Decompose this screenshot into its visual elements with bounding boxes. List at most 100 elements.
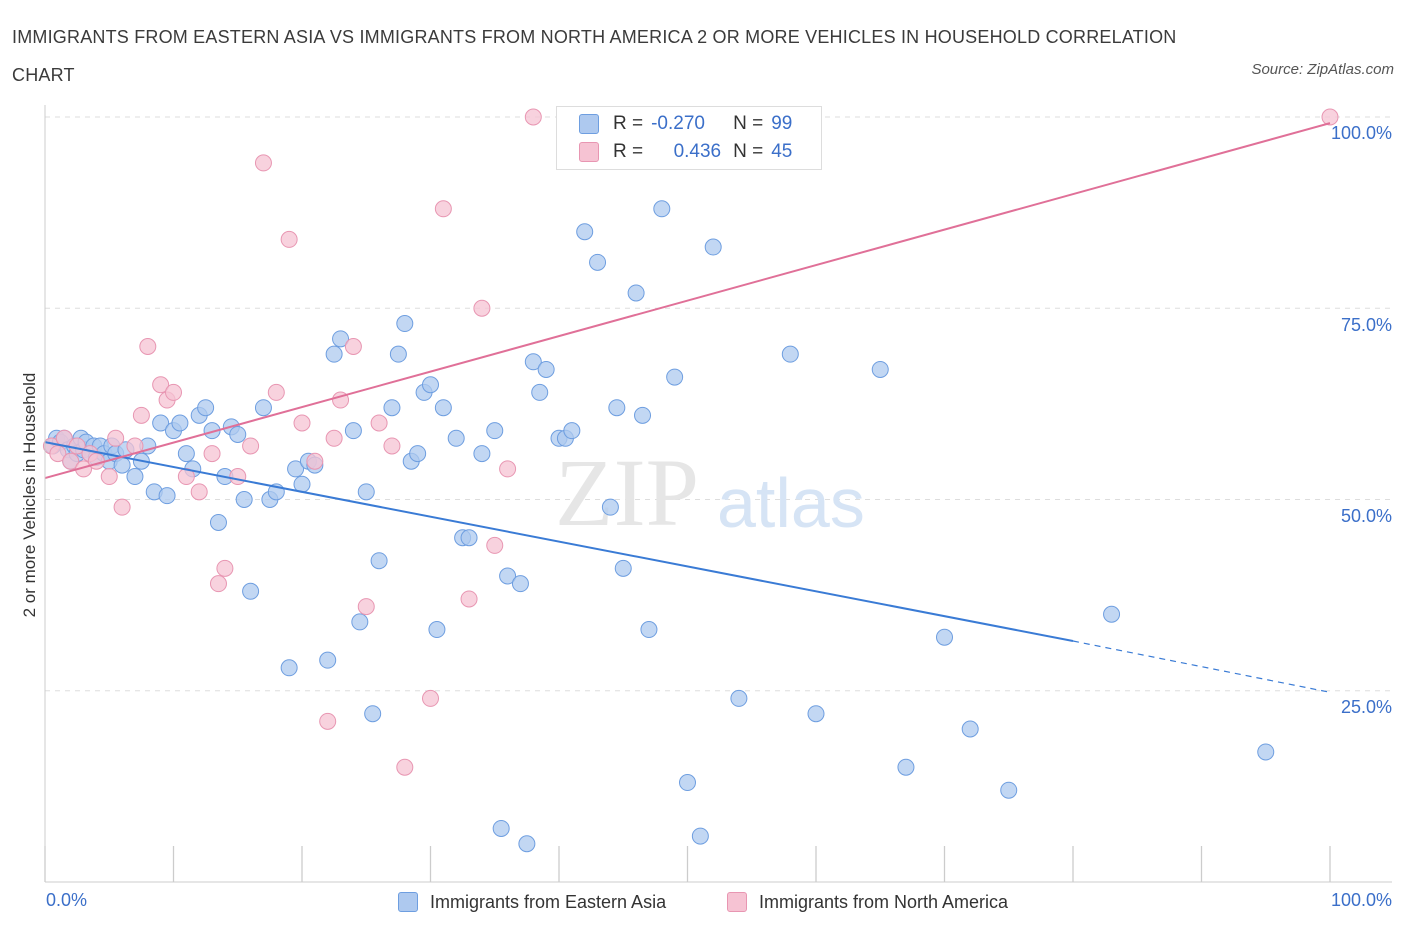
north-america-point — [216, 559, 234, 577]
eastern-asia-point — [614, 559, 632, 577]
eastern-asia-point — [332, 330, 350, 348]
legend-swatch-pink — [579, 142, 599, 162]
north-america-point — [396, 758, 414, 776]
eastern-asia-point — [126, 468, 144, 486]
eastern-asia-point — [537, 360, 555, 378]
chart-title: IMMIGRANTS FROM EASTERN ASIA VS IMMIGRAN… — [12, 27, 1177, 85]
source-label: Source: ZipAtlas.com — [1251, 61, 1394, 78]
eastern-asia-point — [319, 651, 337, 669]
north-america-point — [434, 200, 452, 218]
eastern-asia-point — [229, 425, 247, 443]
eastern-asia-point — [254, 399, 272, 417]
eastern-asia-point — [473, 445, 491, 463]
eastern-asia-point — [511, 575, 529, 593]
north-america-point — [62, 452, 80, 470]
eastern-asia-point — [936, 628, 953, 646]
y-tick-label-75: 75.0% — [1340, 315, 1392, 335]
legend-item-north-america[interactable]: Immigrants from North America — [727, 888, 1008, 916]
eastern-asia-point — [1000, 781, 1018, 799]
eastern-asia-point — [679, 774, 696, 792]
north-america-point — [422, 689, 439, 707]
correlation-legend: R = -0.270 N = 99 R = 0.436 N = 45 — [556, 106, 822, 170]
north-america-point — [100, 468, 118, 486]
north-america-point — [267, 383, 285, 401]
north-america-point — [383, 437, 401, 455]
eastern-asia-point — [492, 819, 510, 837]
x-tick-label-min: 0.0% — [46, 890, 88, 910]
eastern-asia-point — [563, 422, 581, 440]
eastern-asia-point — [177, 445, 195, 463]
eastern-asia-trend-line — [44, 441, 1074, 643]
north-america-point — [306, 452, 324, 470]
eastern-asia-point — [171, 414, 189, 432]
eastern-asia-point — [351, 613, 369, 631]
north-america-point — [344, 338, 362, 355]
eastern-asia-point — [807, 705, 825, 723]
legend-item-eastern-asia[interactable]: Immigrants from Eastern Asia — [398, 888, 666, 916]
eastern-asia-point — [428, 621, 446, 639]
north-america-point — [242, 437, 260, 455]
eastern-asia-point — [325, 345, 343, 363]
north-america-point — [460, 590, 478, 608]
eastern-asia-point — [370, 552, 388, 570]
north-america-point — [473, 299, 491, 317]
north-america-point — [229, 468, 247, 486]
north-america-point — [203, 445, 221, 463]
eastern-asia-point — [608, 399, 626, 417]
watermark: ZIP atlas — [555, 439, 865, 546]
grid-lines — [45, 116, 1392, 692]
north-america-point — [499, 460, 517, 478]
eastern-asia-point — [653, 200, 671, 218]
north-america-point — [107, 429, 125, 447]
eastern-asia-point — [871, 360, 889, 378]
x-tick-label-max: 100.0% — [1330, 890, 1392, 910]
watermark-zip: ZIP — [555, 439, 699, 546]
north-america-point — [370, 414, 388, 432]
y-tick-label-100: 100.0% — [1330, 123, 1392, 143]
north-america-point — [254, 154, 272, 172]
north-america-point — [209, 575, 227, 593]
eastern-asia-point — [280, 659, 298, 677]
north-america-point — [113, 498, 131, 516]
x-axis — [44, 105, 1392, 883]
eastern-asia-point — [634, 406, 652, 424]
eastern-asia-point — [152, 414, 170, 432]
r-value: 0.436 — [673, 141, 722, 162]
watermark-atlas: atlas — [717, 464, 865, 542]
eastern-asia-point — [389, 345, 407, 363]
north-america-point — [165, 383, 182, 401]
north-america-point — [325, 429, 343, 447]
north-america-point — [152, 376, 170, 394]
eastern-asia-point — [447, 429, 465, 447]
y-tick-label-25: 25.0% — [1340, 697, 1392, 717]
north-america-point — [190, 483, 208, 501]
eastern-asia-point — [357, 483, 375, 501]
legend-row-eastern-asia: R = -0.270 N = 99 — [579, 111, 792, 137]
eastern-asia-point — [344, 422, 362, 440]
eastern-asia-point — [197, 399, 215, 417]
north-america-point — [524, 108, 542, 126]
trend-lines — [44, 122, 1331, 693]
y-tick-label-50: 50.0% — [1340, 506, 1392, 526]
eastern-asia-point — [364, 705, 382, 723]
eastern-asia-point — [518, 835, 536, 853]
eastern-asia-point — [434, 399, 452, 417]
eastern-asia-point — [640, 621, 658, 639]
eastern-asia-point — [422, 376, 439, 394]
n-value: 45 — [771, 141, 793, 162]
legend-swatch-blue — [398, 892, 418, 912]
eastern-asia-point — [704, 238, 722, 256]
eastern-asia-point — [287, 460, 305, 478]
eastern-asia-point — [781, 345, 799, 363]
r-value: -0.270 — [651, 113, 705, 134]
north-america-point — [293, 414, 311, 432]
n-value: 99 — [771, 113, 793, 134]
legend-swatch-pink — [727, 892, 747, 912]
eastern-asia-point — [524, 353, 542, 371]
eastern-asia-point — [486, 422, 504, 440]
north-america-point — [280, 230, 298, 248]
eastern-asia-point — [499, 567, 517, 585]
eastern-asia-point — [158, 487, 176, 505]
north-america-point — [1321, 108, 1339, 126]
